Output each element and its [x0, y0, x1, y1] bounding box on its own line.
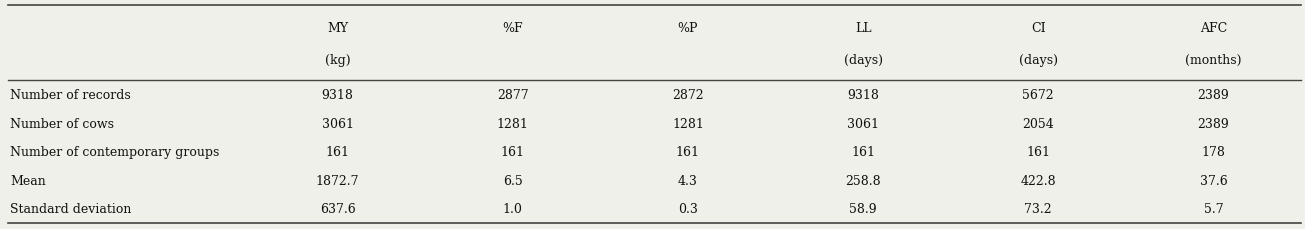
Text: 37.6: 37.6 [1199, 174, 1227, 187]
Text: (days): (days) [843, 53, 882, 66]
Text: 161: 161 [676, 145, 699, 158]
Text: 161: 161 [501, 145, 525, 158]
Text: 4.3: 4.3 [679, 174, 698, 187]
Text: (months): (months) [1185, 53, 1241, 66]
Text: Number of records: Number of records [10, 89, 130, 101]
Text: 5.7: 5.7 [1203, 202, 1223, 215]
Text: Number of cows: Number of cows [10, 117, 114, 130]
Text: 1872.7: 1872.7 [316, 174, 359, 187]
Text: 3061: 3061 [847, 117, 880, 130]
Text: 2054: 2054 [1022, 117, 1054, 130]
Text: 2389: 2389 [1198, 117, 1229, 130]
Text: %P: %P [677, 22, 698, 35]
Text: 2877: 2877 [497, 89, 529, 101]
Text: (kg): (kg) [325, 53, 351, 66]
Text: LL: LL [855, 22, 872, 35]
Text: AFC: AFC [1199, 22, 1227, 35]
Text: 422.8: 422.8 [1021, 174, 1056, 187]
Text: 161: 161 [851, 145, 876, 158]
Text: CI: CI [1031, 22, 1045, 35]
Text: (days): (days) [1019, 53, 1058, 66]
Text: 5672: 5672 [1022, 89, 1054, 101]
Text: Number of contemporary groups: Number of contemporary groups [10, 145, 219, 158]
Text: 258.8: 258.8 [846, 174, 881, 187]
Text: 637.6: 637.6 [320, 202, 355, 215]
Text: 178: 178 [1202, 145, 1225, 158]
Text: 9318: 9318 [847, 89, 880, 101]
Text: 6.5: 6.5 [502, 174, 522, 187]
Text: 2872: 2872 [672, 89, 703, 101]
Text: 73.2: 73.2 [1024, 202, 1052, 215]
Text: 1281: 1281 [497, 117, 529, 130]
Text: 2389: 2389 [1198, 89, 1229, 101]
Text: 3061: 3061 [321, 117, 354, 130]
Text: Mean: Mean [10, 174, 46, 187]
Text: 1.0: 1.0 [502, 202, 523, 215]
Text: MY: MY [328, 22, 348, 35]
Text: 161: 161 [1026, 145, 1051, 158]
Text: %F: %F [502, 22, 523, 35]
Text: 161: 161 [325, 145, 350, 158]
Text: 9318: 9318 [321, 89, 354, 101]
Text: 58.9: 58.9 [850, 202, 877, 215]
Text: 1281: 1281 [672, 117, 703, 130]
Text: 0.3: 0.3 [679, 202, 698, 215]
Text: Standard deviation: Standard deviation [10, 202, 132, 215]
